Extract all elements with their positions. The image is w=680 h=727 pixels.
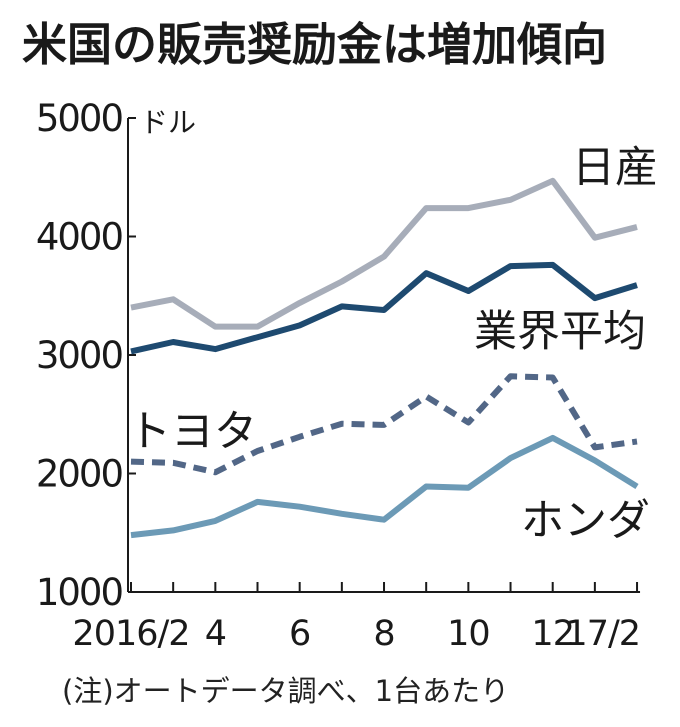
series-label: 業界平均	[474, 307, 646, 357]
y-tick-label: 4000	[36, 216, 123, 259]
series-lines	[130, 177, 639, 539]
x-tick-label: 2016/2	[72, 614, 189, 654]
x-tick-label: 17/2	[565, 614, 640, 654]
x-tick-label: 6	[289, 614, 310, 654]
series-label: 日産	[572, 143, 658, 193]
x-tick-label: 8	[373, 614, 394, 654]
series-line	[130, 177, 638, 330]
series-label: トヨタ	[128, 407, 257, 457]
y-tick-label: 1000	[36, 571, 123, 614]
x-tick-label: 12	[531, 614, 574, 654]
chart-title: 米国の販売奨励金は増加傾向	[22, 18, 608, 71]
y-tick-label: 3000	[36, 334, 123, 377]
series-label: ホンダ	[521, 496, 650, 546]
source-note: (注)オートデータ調べ、1台あたり	[62, 674, 510, 708]
y-tick-label: 2000	[36, 453, 123, 496]
x-tick-label: 4	[205, 614, 226, 654]
x-tick-label: 10	[447, 614, 490, 654]
y-axis-unit: ドル	[140, 106, 196, 139]
y-tick-label: 5000	[36, 97, 123, 140]
title-bar: 米国の販売奨励金は増加傾向	[0, 0, 680, 82]
